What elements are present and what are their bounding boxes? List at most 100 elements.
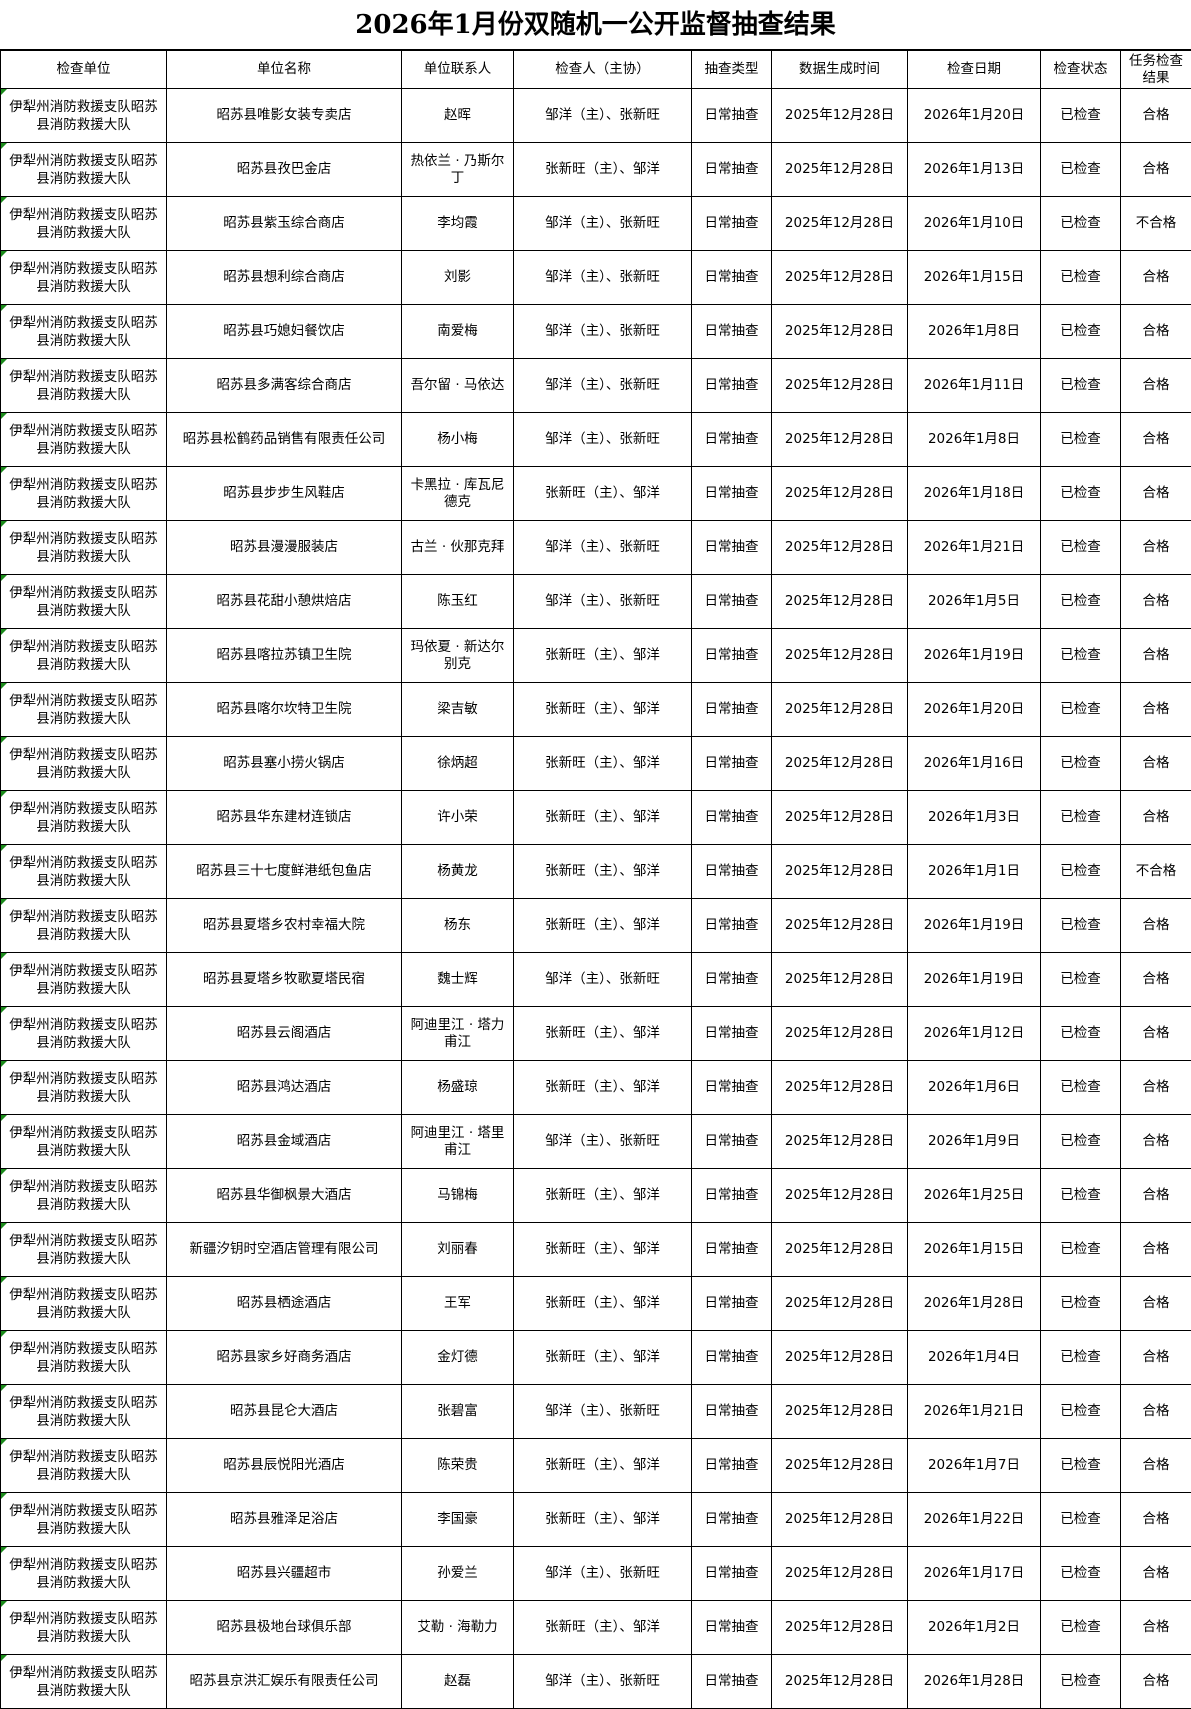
cell-inspectors[interactable]: 张新旺（主）、邹洋 — [514, 791, 692, 845]
cell-generated-time[interactable]: 2025年12月28日 — [772, 953, 908, 1007]
cell-check-status[interactable]: 已检查 — [1041, 1547, 1121, 1601]
cell-unit-name[interactable]: 昭苏县雅泽足浴店 — [167, 1493, 402, 1547]
cell-check-date[interactable]: 2026年1月21日 — [908, 521, 1041, 575]
cell-check-type[interactable]: 日常抽查 — [692, 575, 772, 629]
cell-inspection-unit[interactable]: 伊犁州消防救援支队昭苏县消防救援大队 — [1, 899, 167, 953]
cell-inspectors[interactable]: 邹洋（主）、张新旺 — [514, 305, 692, 359]
cell-check-status[interactable]: 已检查 — [1041, 737, 1121, 791]
cell-inspection-unit[interactable]: 伊犁州消防救援支队昭苏县消防救援大队 — [1, 1061, 167, 1115]
cell-inspection-unit[interactable]: 伊犁州消防救援支队昭苏县消防救援大队 — [1, 413, 167, 467]
cell-check-status[interactable]: 已检查 — [1041, 251, 1121, 305]
cell-check-status[interactable]: 已检查 — [1041, 197, 1121, 251]
cell-contact[interactable]: 热依兰 · 乃斯尔丁 — [402, 143, 514, 197]
cell-unit-name[interactable]: 昭苏县鸿达酒店 — [167, 1061, 402, 1115]
cell-check-type[interactable]: 日常抽查 — [692, 953, 772, 1007]
cell-unit-name[interactable]: 昭苏县松鹤药品销售有限责任公司 — [167, 413, 402, 467]
cell-result[interactable]: 合格 — [1121, 467, 1191, 521]
cell-generated-time[interactable]: 2025年12月28日 — [772, 737, 908, 791]
cell-inspection-unit[interactable]: 伊犁州消防救援支队昭苏县消防救援大队 — [1, 197, 167, 251]
cell-inspectors[interactable]: 张新旺（主）、邹洋 — [514, 1061, 692, 1115]
cell-unit-name[interactable]: 昭苏县兴疆超市 — [167, 1547, 402, 1601]
cell-inspection-unit[interactable]: 伊犁州消防救援支队昭苏县消防救援大队 — [1, 1601, 167, 1655]
cell-contact[interactable]: 阿迪里江 · 塔里甫江 — [402, 1115, 514, 1169]
cell-check-date[interactable]: 2026年1月9日 — [908, 1115, 1041, 1169]
cell-contact[interactable]: 许小荣 — [402, 791, 514, 845]
cell-inspection-unit[interactable]: 伊犁州消防救援支队昭苏县消防救援大队 — [1, 1439, 167, 1493]
cell-check-date[interactable]: 2026年1月16日 — [908, 737, 1041, 791]
cell-inspectors[interactable]: 邹洋（主）、张新旺 — [514, 953, 692, 1007]
cell-check-status[interactable]: 已检查 — [1041, 467, 1121, 521]
cell-check-status[interactable]: 已检查 — [1041, 1277, 1121, 1331]
cell-unit-name[interactable]: 昭苏县喀拉苏镇卫生院 — [167, 629, 402, 683]
cell-check-status[interactable]: 已检查 — [1041, 1385, 1121, 1439]
cell-inspection-unit[interactable]: 伊犁州消防救援支队昭苏县消防救援大队 — [1, 521, 167, 575]
cell-unit-name[interactable]: 昭苏县多满客综合商店 — [167, 359, 402, 413]
cell-inspection-unit[interactable]: 伊犁州消防救援支队昭苏县消防救援大队 — [1, 845, 167, 899]
cell-check-date[interactable]: 2026年1月21日 — [908, 1385, 1041, 1439]
cell-inspectors[interactable]: 邹洋（主）、张新旺 — [514, 89, 692, 143]
cell-check-type[interactable]: 日常抽查 — [692, 737, 772, 791]
cell-check-type[interactable]: 日常抽查 — [692, 845, 772, 899]
cell-check-type[interactable]: 日常抽查 — [692, 305, 772, 359]
cell-check-status[interactable]: 已检查 — [1041, 359, 1121, 413]
cell-check-status[interactable]: 已检查 — [1041, 953, 1121, 1007]
cell-check-date[interactable]: 2026年1月17日 — [908, 1547, 1041, 1601]
cell-result[interactable]: 合格 — [1121, 413, 1191, 467]
cell-inspection-unit[interactable]: 伊犁州消防救援支队昭苏县消防救援大队 — [1, 1277, 167, 1331]
cell-inspection-unit[interactable]: 伊犁州消防救援支队昭苏县消防救援大队 — [1, 143, 167, 197]
cell-result[interactable]: 合格 — [1121, 1331, 1191, 1385]
cell-contact[interactable]: 艾勒 · 海勒力 — [402, 1601, 514, 1655]
cell-check-type[interactable]: 日常抽查 — [692, 143, 772, 197]
cell-unit-name[interactable]: 昭苏县昆仑大酒店 — [167, 1385, 402, 1439]
cell-check-date[interactable]: 2026年1月10日 — [908, 197, 1041, 251]
cell-check-date[interactable]: 2026年1月4日 — [908, 1331, 1041, 1385]
cell-check-status[interactable]: 已检查 — [1041, 845, 1121, 899]
cell-unit-name[interactable]: 昭苏县栖途酒店 — [167, 1277, 402, 1331]
cell-generated-time[interactable]: 2025年12月28日 — [772, 1223, 908, 1277]
cell-result[interactable]: 合格 — [1121, 575, 1191, 629]
cell-inspectors[interactable]: 张新旺（主）、邹洋 — [514, 143, 692, 197]
cell-check-date[interactable]: 2026年1月25日 — [908, 1169, 1041, 1223]
cell-inspectors[interactable]: 邹洋（主）、张新旺 — [514, 1115, 692, 1169]
cell-generated-time[interactable]: 2025年12月28日 — [772, 305, 908, 359]
cell-generated-time[interactable]: 2025年12月28日 — [772, 413, 908, 467]
cell-inspection-unit[interactable]: 伊犁州消防救援支队昭苏县消防救援大队 — [1, 89, 167, 143]
cell-contact[interactable]: 魏士辉 — [402, 953, 514, 1007]
cell-check-status[interactable]: 已检查 — [1041, 521, 1121, 575]
cell-inspection-unit[interactable]: 伊犁州消防救援支队昭苏县消防救援大队 — [1, 1385, 167, 1439]
cell-inspection-unit[interactable]: 伊犁州消防救援支队昭苏县消防救援大队 — [1, 1223, 167, 1277]
cell-check-status[interactable]: 已检查 — [1041, 1223, 1121, 1277]
cell-result[interactable]: 合格 — [1121, 251, 1191, 305]
cell-generated-time[interactable]: 2025年12月28日 — [772, 197, 908, 251]
cell-generated-time[interactable]: 2025年12月28日 — [772, 1547, 908, 1601]
cell-contact[interactable]: 玛依夏 · 新达尔别克 — [402, 629, 514, 683]
cell-generated-time[interactable]: 2025年12月28日 — [772, 1169, 908, 1223]
cell-inspectors[interactable]: 张新旺（主）、邹洋 — [514, 1331, 692, 1385]
cell-contact[interactable]: 陈玉红 — [402, 575, 514, 629]
cell-inspectors[interactable]: 邹洋（主）、张新旺 — [514, 1547, 692, 1601]
cell-contact[interactable]: 古兰 · 伙那克拜 — [402, 521, 514, 575]
cell-check-status[interactable]: 已检查 — [1041, 1439, 1121, 1493]
cell-inspectors[interactable]: 张新旺（主）、邹洋 — [514, 1223, 692, 1277]
cell-check-status[interactable]: 已检查 — [1041, 413, 1121, 467]
cell-contact[interactable]: 刘影 — [402, 251, 514, 305]
cell-check-date[interactable]: 2026年1月19日 — [908, 953, 1041, 1007]
cell-result[interactable]: 合格 — [1121, 1277, 1191, 1331]
cell-contact[interactable]: 刘丽春 — [402, 1223, 514, 1277]
cell-check-type[interactable]: 日常抽查 — [692, 413, 772, 467]
cell-generated-time[interactable]: 2025年12月28日 — [772, 143, 908, 197]
cell-unit-name[interactable]: 昭苏县华东建材连锁店 — [167, 791, 402, 845]
cell-check-status[interactable]: 已检查 — [1041, 1331, 1121, 1385]
cell-inspection-unit[interactable]: 伊犁州消防救援支队昭苏县消防救援大队 — [1, 1493, 167, 1547]
cell-generated-time[interactable]: 2025年12月28日 — [772, 575, 908, 629]
cell-contact[interactable]: 赵磊 — [402, 1655, 514, 1709]
cell-result[interactable]: 合格 — [1121, 1439, 1191, 1493]
cell-unit-name[interactable]: 昭苏县夏塔乡牧歌夏塔民宿 — [167, 953, 402, 1007]
cell-check-status[interactable]: 已检查 — [1041, 1061, 1121, 1115]
cell-inspectors[interactable]: 邹洋（主）、张新旺 — [514, 413, 692, 467]
cell-check-date[interactable]: 2026年1月11日 — [908, 359, 1041, 413]
cell-check-date[interactable]: 2026年1月22日 — [908, 1493, 1041, 1547]
cell-check-date[interactable]: 2026年1月28日 — [908, 1277, 1041, 1331]
cell-check-type[interactable]: 日常抽查 — [692, 89, 772, 143]
cell-check-date[interactable]: 2026年1月13日 — [908, 143, 1041, 197]
